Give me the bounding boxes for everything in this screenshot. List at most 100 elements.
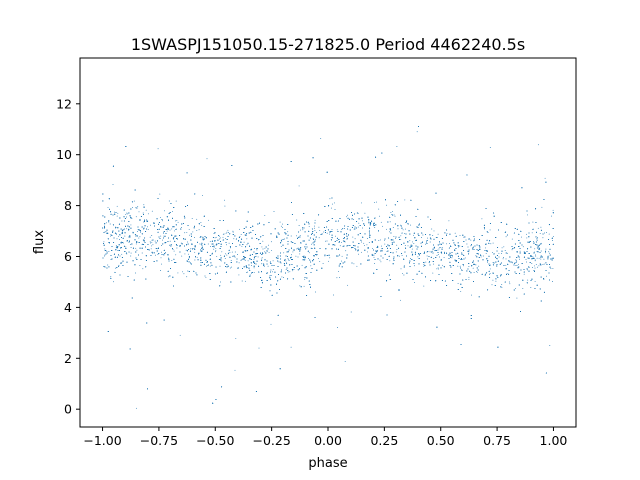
data-point	[476, 271, 478, 273]
data-point	[228, 232, 229, 233]
data-point	[540, 226, 542, 228]
data-point	[454, 232, 456, 234]
data-point	[378, 240, 380, 241]
data-point	[352, 236, 354, 238]
data-point	[126, 216, 127, 218]
data-point	[519, 250, 521, 252]
data-point	[535, 264, 537, 266]
data-point	[181, 255, 183, 257]
data-point	[131, 217, 133, 219]
data-point	[361, 220, 363, 222]
data-point	[435, 236, 437, 238]
data-point	[151, 245, 153, 247]
data-point	[402, 272, 404, 274]
data-point	[164, 210, 165, 212]
data-point	[234, 369, 236, 371]
data-point	[292, 270, 294, 272]
data-point	[536, 251, 538, 253]
data-point	[220, 254, 222, 256]
data-point	[230, 260, 232, 261]
data-point	[207, 243, 209, 245]
data-point	[172, 210, 173, 212]
data-point	[344, 228, 345, 229]
data-point	[232, 230, 234, 232]
data-point	[454, 244, 456, 246]
data-point	[283, 238, 285, 240]
data-point	[261, 252, 263, 254]
data-point	[190, 248, 191, 250]
data-point	[301, 264, 303, 266]
data-point	[126, 212, 128, 214]
data-point	[290, 235, 292, 237]
data-point	[118, 235, 120, 237]
data-point	[272, 260, 274, 262]
data-point	[537, 227, 539, 229]
data-point	[185, 249, 187, 251]
data-point	[126, 253, 128, 255]
data-point	[373, 201, 375, 203]
data-point	[119, 255, 121, 257]
data-point	[183, 273, 185, 275]
data-point	[470, 239, 472, 241]
data-point	[467, 246, 469, 248]
data-point	[468, 276, 470, 278]
data-point	[138, 237, 140, 239]
data-point	[544, 177, 546, 179]
data-point	[392, 210, 393, 212]
data-point	[443, 257, 445, 259]
data-point	[235, 337, 237, 339]
data-point	[401, 232, 403, 234]
data-point	[161, 263, 163, 265]
data-point	[239, 228, 240, 230]
data-point	[532, 221, 534, 223]
data-point	[330, 207, 332, 209]
data-point	[137, 205, 139, 207]
data-point	[110, 275, 112, 277]
data-point	[489, 147, 491, 148]
data-point	[504, 250, 506, 251]
data-point	[303, 255, 305, 257]
data-point	[244, 259, 246, 261]
data-point	[115, 227, 116, 229]
data-point	[344, 361, 346, 363]
data-point	[534, 267, 536, 269]
data-point	[218, 235, 220, 237]
data-point	[240, 260, 242, 262]
data-point	[220, 260, 222, 262]
data-point	[302, 229, 304, 231]
data-point	[526, 237, 528, 239]
data-point	[253, 271, 255, 273]
data-point	[240, 234, 242, 236]
data-point	[298, 185, 300, 187]
data-point	[509, 283, 511, 285]
data-point	[194, 237, 195, 239]
data-point	[444, 251, 445, 253]
data-point	[244, 280, 246, 282]
data-point	[168, 200, 170, 202]
data-point	[548, 251, 550, 253]
data-point	[460, 290, 462, 292]
data-point	[232, 255, 234, 257]
data-point	[261, 246, 263, 248]
data-point	[130, 247, 132, 249]
data-point	[395, 237, 397, 239]
data-point	[498, 252, 500, 254]
data-point	[516, 264, 518, 266]
data-point	[475, 255, 477, 257]
data-point	[361, 241, 363, 243]
data-point	[226, 244, 227, 246]
data-point	[489, 273, 491, 275]
data-point	[423, 285, 425, 287]
data-point	[492, 279, 494, 281]
data-point	[480, 256, 482, 258]
data-point	[163, 235, 165, 237]
data-point	[253, 258, 255, 260]
data-point	[501, 247, 503, 249]
data-point	[285, 269, 287, 271]
data-point	[551, 215, 553, 217]
data-point	[548, 233, 550, 235]
data-point	[246, 244, 248, 246]
data-point	[207, 265, 208, 267]
data-point	[336, 277, 338, 279]
data-point	[188, 253, 190, 255]
